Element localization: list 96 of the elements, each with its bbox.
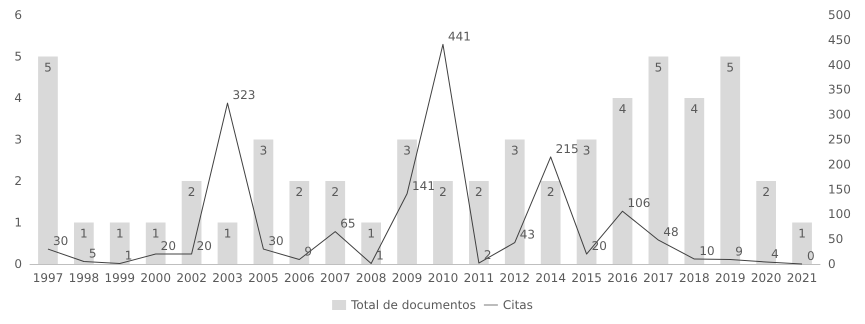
x-tick-label: 1998 xyxy=(68,271,100,285)
data-label: 3 xyxy=(582,144,590,158)
data-label: 30 xyxy=(52,234,68,248)
data-label: 1 xyxy=(80,226,88,240)
x-tick-label: 2018 xyxy=(679,271,710,285)
y-tick-label: 6 xyxy=(14,8,22,22)
data-label: 3 xyxy=(403,144,411,158)
x-tick-label: 2012 xyxy=(500,271,530,285)
x-tick-label: 2021 xyxy=(786,271,818,285)
data-label: 20 xyxy=(592,239,607,254)
data-label: 0 xyxy=(807,249,815,263)
data-label: 2 xyxy=(475,185,483,199)
data-label: 1 xyxy=(116,226,124,240)
data-label: 5 xyxy=(88,246,97,261)
data-label: 4 xyxy=(618,102,626,116)
data-label: 43 xyxy=(520,228,536,242)
x-tick-label: 1999 xyxy=(104,271,136,285)
data-label: 5 xyxy=(654,60,662,74)
data-label: 1 xyxy=(367,226,375,240)
legend-label: Citas xyxy=(502,298,533,312)
y2-tick-label: 350 xyxy=(828,82,851,97)
data-label: 1 xyxy=(124,248,132,262)
bar xyxy=(720,56,740,264)
data-label: 3 xyxy=(260,144,268,158)
y-tick-label: 4 xyxy=(14,91,22,105)
line-series xyxy=(47,44,803,264)
bar xyxy=(74,222,94,264)
data-label: 2 xyxy=(546,185,554,199)
y2-tick-label: 250 xyxy=(828,132,851,146)
data-label: 4 xyxy=(771,247,779,262)
data-label: 106 xyxy=(628,196,650,210)
data-label: 1 xyxy=(152,226,160,240)
x-tick-label: 2005 xyxy=(248,271,279,285)
data-label: 5 xyxy=(726,60,734,74)
data-label: 141 xyxy=(412,178,435,193)
x-tick-label: 2007 xyxy=(320,271,350,285)
data-label: 1 xyxy=(224,226,232,240)
bar xyxy=(792,222,812,264)
data-label: 9 xyxy=(735,244,743,259)
bar xyxy=(218,222,238,264)
data-label: 323 xyxy=(232,88,256,102)
x-tick-label: 2000 xyxy=(140,271,171,285)
x-tick-label: 2002 xyxy=(176,271,207,285)
y2-tick-label: 100 xyxy=(828,207,851,222)
x-tick-label: 2011 xyxy=(464,271,494,285)
data-label: 1 xyxy=(798,226,806,240)
bar xyxy=(110,222,130,264)
y-tick-label: 1 xyxy=(14,216,22,230)
data-label: 4 xyxy=(690,102,698,116)
data-label: 3 xyxy=(510,144,519,158)
x-tick-label: 2008 xyxy=(356,271,386,285)
data-label: 2 xyxy=(331,185,340,199)
x-tick-label: 2014 xyxy=(535,271,566,285)
y-tick-label: 3 xyxy=(14,132,22,146)
x-tick-label: 2016 xyxy=(607,271,638,285)
data-label: 2 xyxy=(439,185,447,199)
y2-tick-label: 50 xyxy=(828,232,844,246)
y-tick-label: 0 xyxy=(14,257,22,271)
data-label: 10 xyxy=(699,244,715,258)
data-label: 48 xyxy=(663,225,679,240)
data-label: 2 xyxy=(188,185,196,199)
data-label: 2 xyxy=(762,185,770,199)
data-label: 2 xyxy=(296,185,304,199)
data-label: 5 xyxy=(44,60,52,74)
bar xyxy=(433,181,453,264)
bar xyxy=(756,181,776,264)
data-label: 30 xyxy=(268,234,284,248)
x-tick-label: 2017 xyxy=(643,271,674,285)
x-tick-label: 2009 xyxy=(392,271,422,285)
data-label: 20 xyxy=(196,239,212,254)
data-label: 20 xyxy=(160,239,176,254)
x-tick-label: 2015 xyxy=(571,271,602,285)
x-tick-label: 2010 xyxy=(428,271,458,285)
x-tick-label: 2006 xyxy=(284,271,315,285)
y2-tick-label: 150 xyxy=(828,182,851,196)
y2-tick-label: 500 xyxy=(828,8,851,22)
y2-tick-label: 400 xyxy=(828,58,851,72)
data-label: 215 xyxy=(556,142,579,156)
legend-label: Total de documentos xyxy=(350,298,476,312)
y-tick-label: 5 xyxy=(14,50,22,64)
x-tick-label: 1997 xyxy=(32,271,64,285)
data-label: 65 xyxy=(340,216,356,231)
bar xyxy=(361,222,382,264)
y2-tick-label: 200 xyxy=(828,157,851,172)
x-tick-label: 2003 xyxy=(212,271,243,285)
y2-tick-label: 0 xyxy=(828,257,836,271)
y2-tick-label: 450 xyxy=(828,32,851,47)
x-tick-label: 2019 xyxy=(714,271,746,285)
y-tick-label: 2 xyxy=(14,174,22,188)
data-label: 1 xyxy=(376,248,384,262)
data-label: 441 xyxy=(448,29,471,44)
bar xyxy=(289,181,310,264)
y2-tick-label: 300 xyxy=(828,108,851,122)
bar xyxy=(468,181,489,264)
bar xyxy=(540,181,561,264)
x-tick-label: 2020 xyxy=(750,271,782,285)
